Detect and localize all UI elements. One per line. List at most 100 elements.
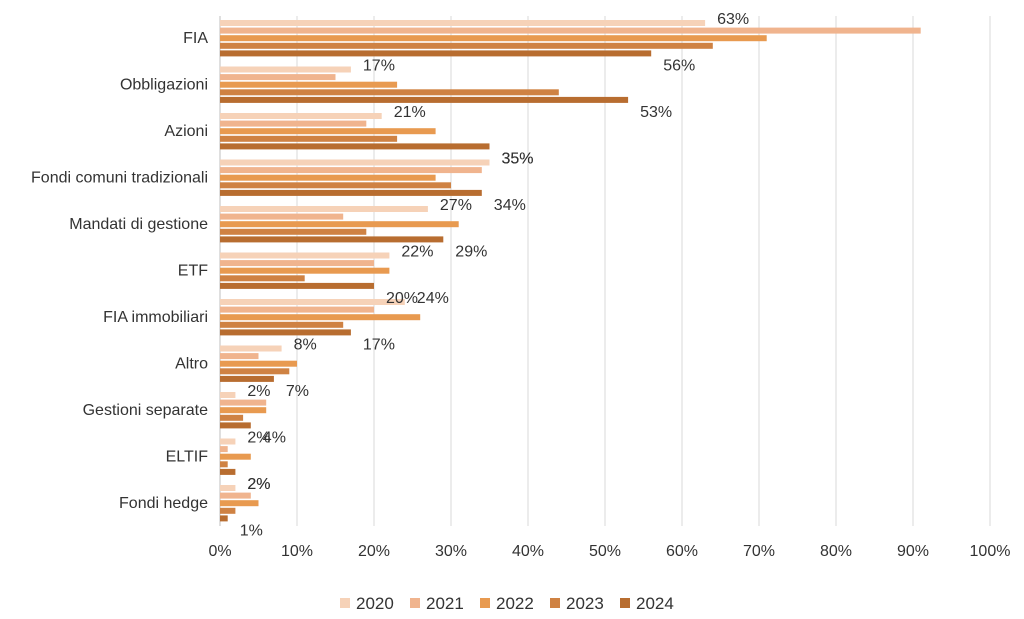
bar-obbligazioni-2021 bbox=[220, 74, 336, 81]
legend-label-2022: 2022 bbox=[496, 594, 534, 613]
bar-mandati-di-gestione-2023 bbox=[220, 228, 367, 235]
x-tick-label: 90% bbox=[897, 543, 929, 560]
bar-fondi-comuni-tradizionali-2020 bbox=[220, 159, 490, 166]
bar-fia-2022 bbox=[220, 35, 767, 42]
bar-fondi-comuni-tradizionali-2024 bbox=[220, 189, 482, 196]
category-label-obbligazioni: Obbligazioni bbox=[120, 77, 208, 94]
bar-eltif-2021 bbox=[220, 446, 228, 453]
bar-etf-2023 bbox=[220, 275, 305, 282]
x-tick-label: 40% bbox=[512, 543, 544, 560]
category-label-fia-immobiliari: FIA immobiliari bbox=[103, 309, 208, 326]
data-label-etf-2020: 22% bbox=[401, 244, 433, 261]
bar-fia-immobiliari-2020 bbox=[220, 299, 405, 305]
bar-mandati-di-gestione-2022 bbox=[220, 221, 459, 228]
category-label-eltif: ELTIF bbox=[166, 449, 209, 466]
category-label-fondi-comuni-tradizionali: Fondi comuni tradizionali bbox=[31, 170, 208, 187]
category-label-fondi-hedge: Fondi hedge bbox=[119, 495, 208, 512]
data-label-fia-2020: 63% bbox=[717, 11, 749, 28]
legend-swatch-2022 bbox=[480, 598, 490, 608]
category-label-azioni: Azioni bbox=[164, 123, 208, 140]
data-label-gestioni-separate-2020: 2% bbox=[247, 383, 270, 400]
data-label-azioni-2020: 21% bbox=[394, 104, 426, 121]
bar-fondi-hedge-2021 bbox=[220, 492, 251, 499]
data-label-fia-2024: 56% bbox=[663, 57, 695, 74]
legend-swatch-2020 bbox=[340, 598, 350, 608]
category-label-etf: ETF bbox=[178, 263, 208, 280]
legend-swatch-2021 bbox=[410, 598, 420, 608]
bar-azioni-2022 bbox=[220, 128, 436, 135]
bar-etf-2022 bbox=[220, 267, 390, 274]
data-label-obbligazioni-2024: 53% bbox=[640, 104, 672, 121]
bar-fondi-hedge-2022 bbox=[220, 500, 259, 507]
x-tick-label: 20% bbox=[358, 543, 390, 560]
x-tick-label: 30% bbox=[435, 543, 467, 560]
data-label-fondi-comuni-tradizionali-2020: 35% bbox=[502, 151, 534, 168]
legend-label-2023: 2023 bbox=[566, 594, 604, 613]
bar-gestioni-separate-2022 bbox=[220, 407, 267, 414]
bar-etf-2020 bbox=[220, 252, 390, 259]
bar-azioni-2023 bbox=[220, 135, 398, 142]
bar-fondi-hedge-2023 bbox=[220, 507, 236, 514]
data-label-altro-2024: 7% bbox=[286, 383, 309, 400]
data-label-mandati-di-gestione-2020: 27% bbox=[440, 197, 472, 214]
bar-fia-2023 bbox=[220, 42, 713, 49]
data-label-altro-2020: 8% bbox=[294, 337, 317, 354]
bar-fia-immobiliari-2021 bbox=[220, 306, 374, 313]
x-tick-label: 80% bbox=[820, 543, 852, 560]
bar-eltif-2020 bbox=[220, 438, 236, 445]
x-tick-label: 70% bbox=[743, 543, 775, 560]
bar-mandati-di-gestione-2020 bbox=[220, 206, 428, 212]
bar-obbligazioni-2022 bbox=[220, 81, 398, 88]
category-label-mandati-di-gestione: Mandati di gestione bbox=[69, 216, 208, 233]
category-label-fia: FIA bbox=[183, 30, 208, 47]
bars bbox=[220, 20, 921, 522]
bar-fia-immobiliari-2023 bbox=[220, 321, 344, 328]
bar-azioni-2020 bbox=[220, 113, 382, 119]
data-label-obbligazioni-2020: 17% bbox=[363, 58, 395, 75]
legend: 2020 2021 2022 2023 2024 bbox=[340, 594, 674, 613]
data-label-fondi-hedge-2024: 1% bbox=[240, 522, 263, 539]
bar-fia-2021 bbox=[220, 27, 921, 34]
bar-fia-2024 bbox=[220, 50, 652, 57]
legend-label-2021: 2021 bbox=[426, 594, 464, 613]
data-labels: 63%56%17%53%21%35%35%34%27%29%22%20%24%1… bbox=[240, 11, 749, 539]
x-tick-label: 10% bbox=[281, 543, 313, 560]
bar-altro-2024 bbox=[220, 375, 274, 382]
data-label-mandati-di-gestione-2024: 29% bbox=[455, 243, 487, 260]
data-label-azioni-2024: 35% bbox=[502, 150, 534, 167]
category-label-gestioni-separate: Gestioni separate bbox=[83, 402, 209, 419]
x-tick-label: 0% bbox=[208, 543, 231, 560]
data-label-etf-2024: 20% bbox=[386, 290, 418, 307]
bar-obbligazioni-2020 bbox=[220, 66, 351, 73]
data-label-fondi-comuni-tradizionali-2024: 34% bbox=[494, 197, 526, 214]
category-label-altro: Altro bbox=[175, 356, 208, 373]
bar-azioni-2021 bbox=[220, 120, 367, 127]
bar-fondi-comuni-tradizionali-2022 bbox=[220, 174, 436, 181]
bar-fondi-hedge-2020 bbox=[220, 485, 236, 491]
legend-label-2024: 2024 bbox=[636, 594, 674, 613]
bar-fondi-hedge-2024 bbox=[220, 515, 228, 522]
bar-gestioni-separate-2020 bbox=[220, 392, 236, 398]
data-label-eltif-2020: 2% bbox=[247, 430, 270, 447]
x-tick-label: 100% bbox=[970, 543, 1011, 560]
bar-gestioni-separate-2023 bbox=[220, 414, 244, 421]
bar-obbligazioni-2024 bbox=[220, 96, 629, 103]
x-axis-tick-labels: 0% 10% 20% 30% 40% 50% 60% 70% 80% 90% 100% bbox=[208, 543, 1010, 560]
bar-etf-2024 bbox=[220, 282, 374, 289]
legend-swatch-2023 bbox=[550, 598, 560, 608]
bar-altro-2022 bbox=[220, 360, 297, 367]
data-label-fia-immobiliari-2024: 17% bbox=[363, 336, 395, 353]
data-label-eltif-2024: 2% bbox=[247, 476, 270, 493]
bar-eltif-2024 bbox=[220, 468, 236, 475]
category-labels: FIA Obbligazioni Azioni Fondi comuni tradiz… bbox=[31, 30, 208, 512]
bar-azioni-2024 bbox=[220, 143, 490, 150]
bar-etf-2021 bbox=[220, 260, 374, 267]
bar-mandati-di-gestione-2024 bbox=[220, 236, 444, 243]
bar-altro-2021 bbox=[220, 353, 259, 360]
bar-fia-immobiliari-2024 bbox=[220, 329, 351, 336]
bar-fondi-comuni-tradizionali-2021 bbox=[220, 167, 482, 174]
bar-eltif-2023 bbox=[220, 461, 228, 468]
bar-eltif-2022 bbox=[220, 453, 251, 460]
data-label-gestioni-separate-2024: 4% bbox=[263, 429, 286, 446]
